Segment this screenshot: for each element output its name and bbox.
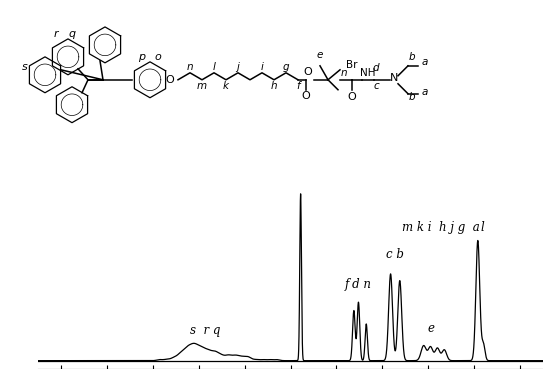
Text: j: j bbox=[237, 62, 239, 72]
Text: n: n bbox=[340, 68, 348, 78]
Text: c b: c b bbox=[386, 248, 404, 261]
Text: e: e bbox=[428, 322, 435, 335]
Text: m: m bbox=[197, 81, 207, 91]
Text: NH: NH bbox=[360, 68, 376, 78]
Text: O: O bbox=[166, 75, 174, 85]
Text: c: c bbox=[373, 81, 379, 91]
Text: O: O bbox=[348, 92, 356, 102]
Text: b: b bbox=[409, 52, 415, 62]
Text: m k i  h j g  a: m k i h j g a bbox=[402, 221, 480, 234]
Text: n: n bbox=[187, 62, 193, 72]
Text: f d n: f d n bbox=[345, 277, 372, 290]
Text: b: b bbox=[409, 92, 415, 102]
Text: l: l bbox=[480, 221, 484, 234]
Text: p: p bbox=[138, 52, 146, 62]
Text: a: a bbox=[422, 87, 428, 97]
Text: o: o bbox=[155, 52, 161, 62]
Text: f: f bbox=[296, 81, 300, 91]
Text: Br: Br bbox=[346, 60, 357, 70]
Text: g: g bbox=[283, 62, 289, 72]
Text: i: i bbox=[261, 62, 263, 72]
Text: N: N bbox=[390, 73, 398, 83]
Text: s: s bbox=[22, 62, 28, 72]
Text: O: O bbox=[301, 91, 311, 101]
Text: k: k bbox=[223, 81, 229, 91]
Text: s  r q: s r q bbox=[191, 324, 221, 337]
Text: d: d bbox=[372, 63, 380, 73]
Text: a: a bbox=[422, 57, 428, 67]
Text: r: r bbox=[54, 29, 58, 39]
Text: h: h bbox=[271, 81, 277, 91]
Text: e: e bbox=[317, 50, 323, 60]
Text: O: O bbox=[304, 67, 312, 77]
Text: q: q bbox=[68, 29, 75, 39]
Text: l: l bbox=[212, 62, 216, 72]
